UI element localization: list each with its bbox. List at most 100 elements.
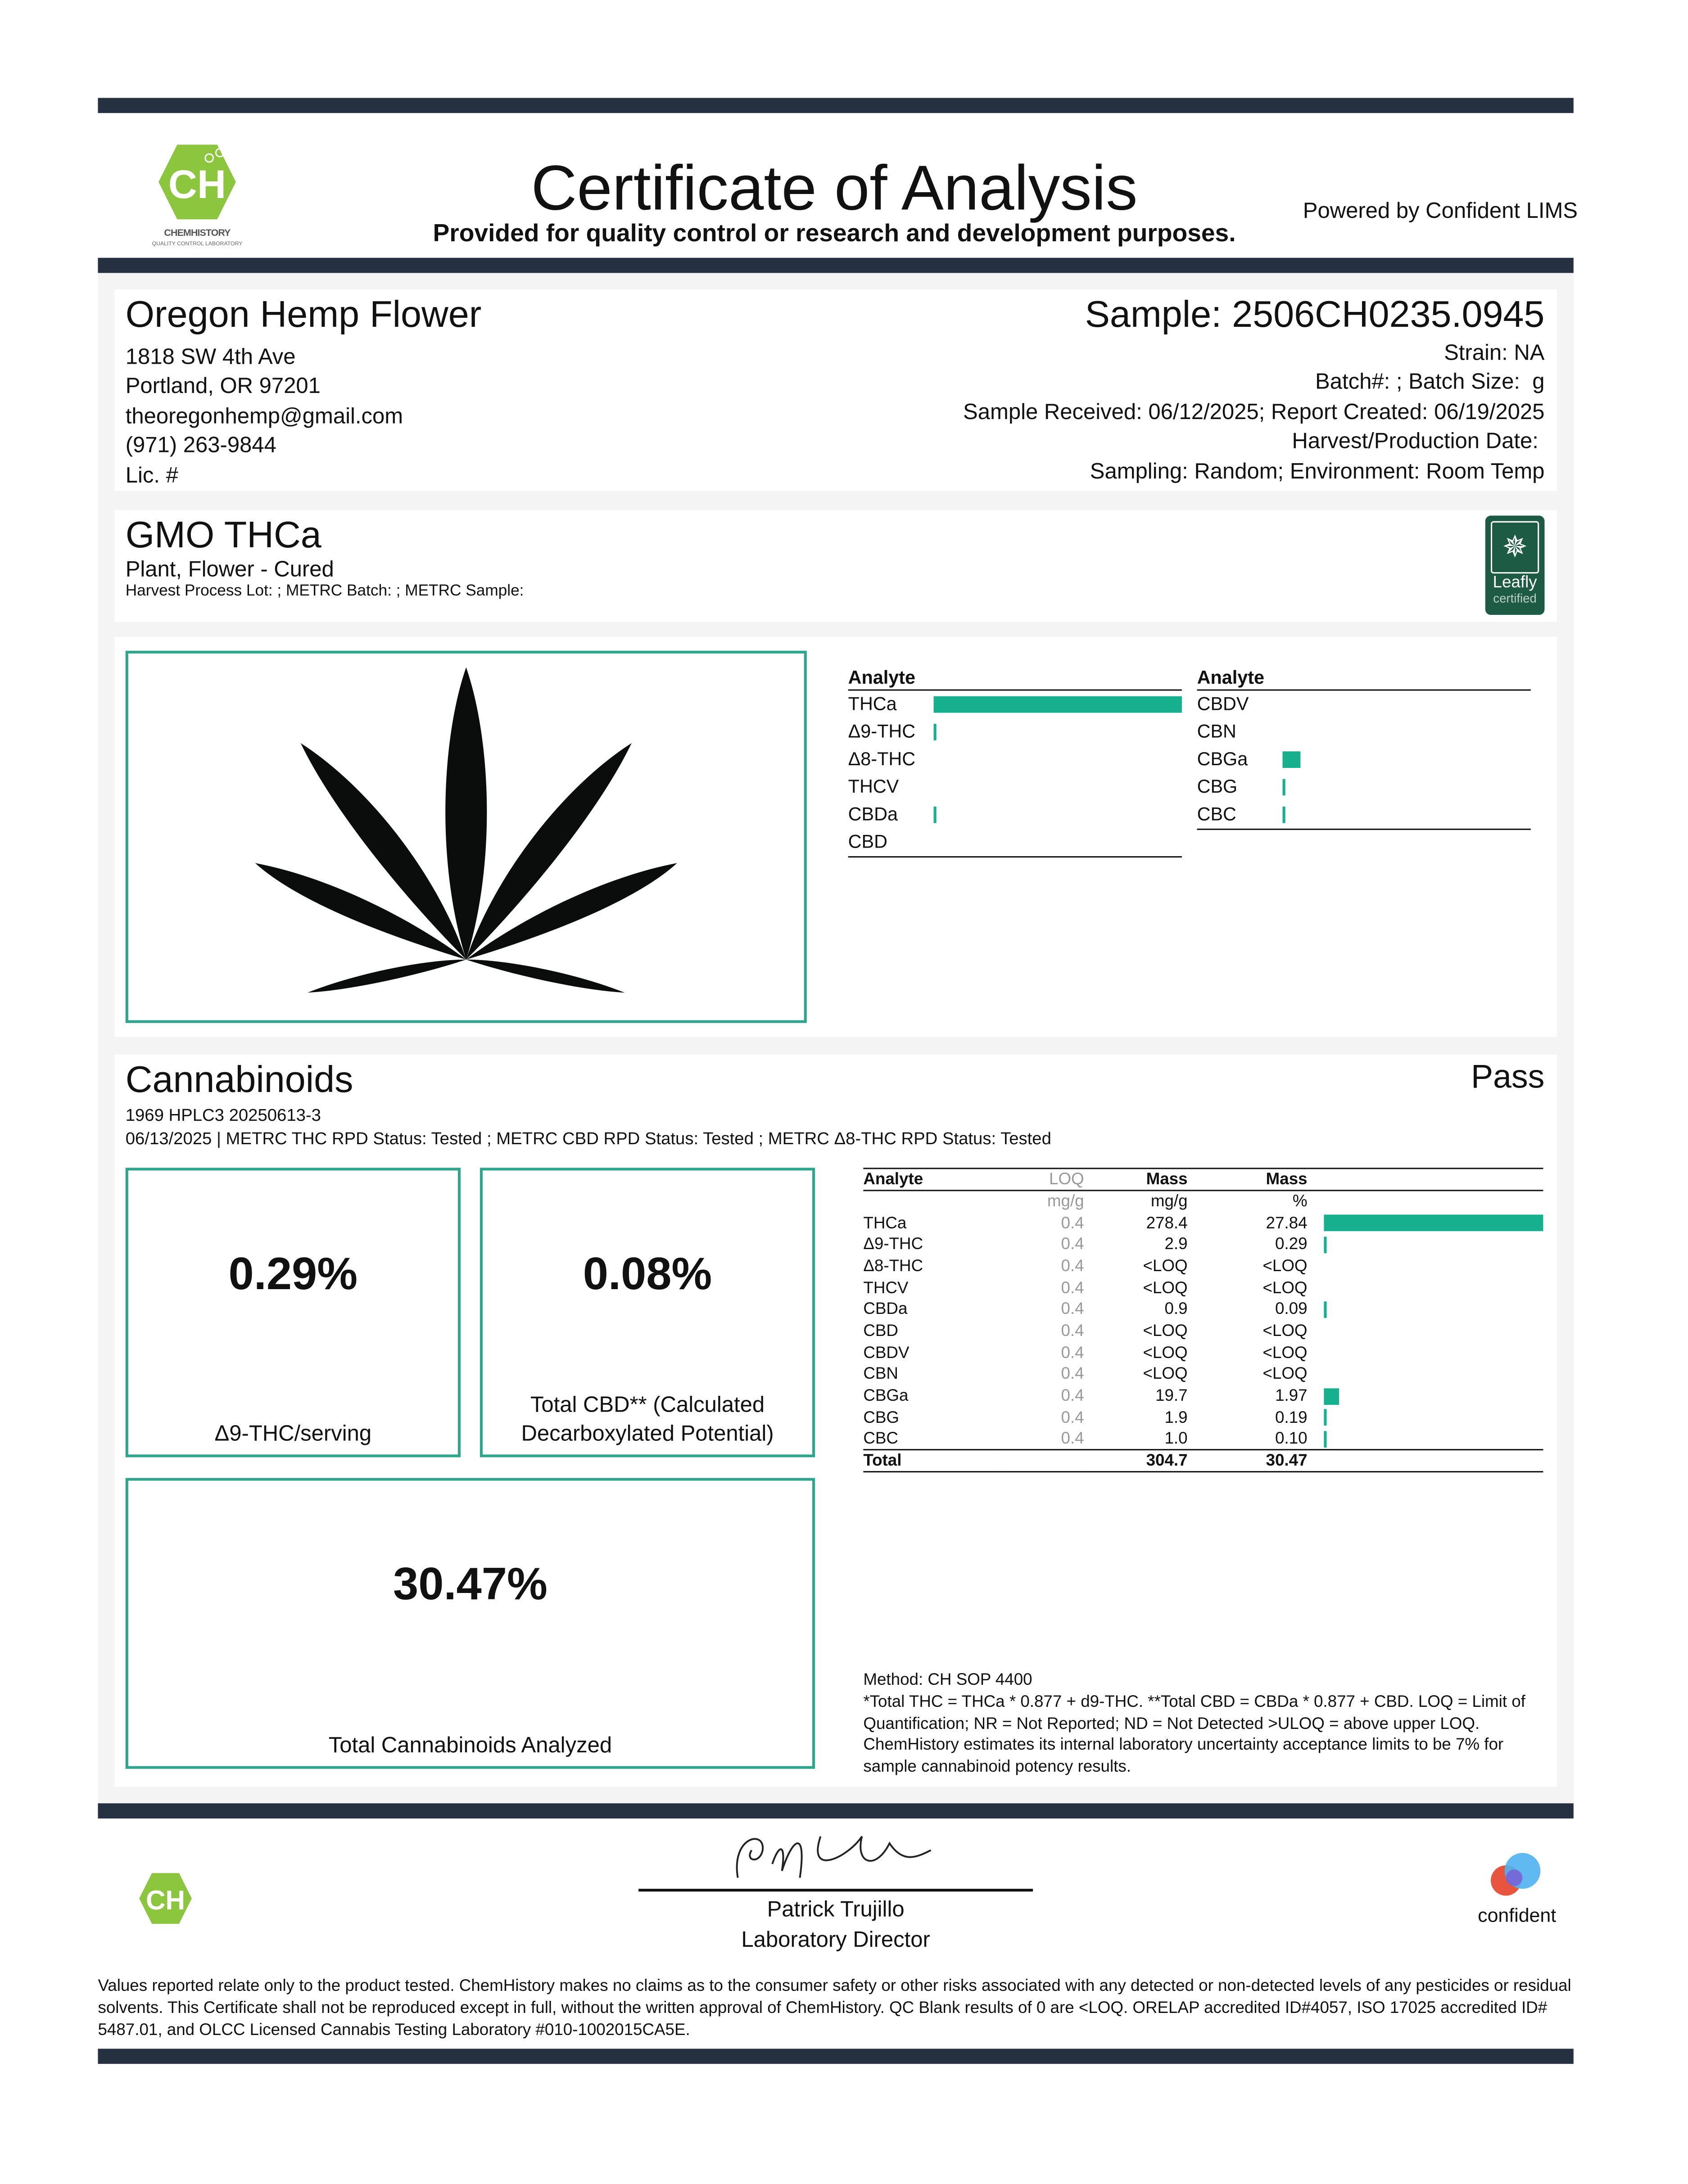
- bar-cell: [1308, 1385, 1543, 1407]
- table-row: CBDV 0.4 <LOQ <LOQ: [863, 1342, 1543, 1363]
- product-name: GMO THCa: [125, 514, 321, 556]
- result-bar: [1324, 1387, 1340, 1404]
- mass-mg-cell: Mass: [1084, 1168, 1188, 1191]
- client-license: Lic. #: [125, 464, 178, 488]
- sample-harvest: Harvest/Production Date:: [1292, 430, 1545, 454]
- sample-details: Strain: NA Batch#: ; Batch Size: g Sampl…: [963, 339, 1544, 487]
- mass-pct-cell: <LOQ: [1263, 1256, 1308, 1275]
- analyte-cell: CBG: [863, 1407, 900, 1427]
- summary-row: CBDV: [1197, 691, 1531, 718]
- mass-mg-cell: <LOQ: [1143, 1342, 1188, 1362]
- table-row: CBN 0.4 <LOQ <LOQ: [863, 1363, 1543, 1385]
- summary-row: Δ9-THC: [848, 718, 1182, 746]
- summary-bar: [933, 806, 937, 823]
- loq-cell: 0.4: [1061, 1277, 1084, 1297]
- mass-pct-cell: <LOQ: [1263, 1277, 1308, 1297]
- analyte-cell: Analyte: [863, 1168, 1000, 1191]
- mass-pct-cell: <LOQ: [1263, 1342, 1308, 1362]
- mass-pct-cell: <LOQ: [1263, 1364, 1308, 1384]
- result-bar: [1324, 1430, 1327, 1447]
- analyte-cell: THCV: [863, 1277, 909, 1297]
- analyte-cell: CBD: [863, 1321, 899, 1340]
- table-row: CBDa 0.4 0.9 0.09: [863, 1299, 1543, 1320]
- analyte-cell: Δ9-THC: [863, 1234, 923, 1254]
- bottom-bar: [98, 2049, 1574, 2064]
- logo-text: CHEMHISTORY: [164, 229, 231, 239]
- client-details: 1818 SW 4th Ave Portland, OR 97201 theor…: [126, 343, 403, 491]
- table-row: CBC 0.4 1.0 0.10: [863, 1428, 1543, 1450]
- analyte-name: CBD: [848, 831, 888, 852]
- leafly-certified-text: certified: [1493, 591, 1537, 605]
- mass-mg-cell: 1.9: [1164, 1407, 1188, 1427]
- mass-mg-cell: <LOQ: [1143, 1256, 1188, 1275]
- chemhistory-logo: CH CHEMHISTORY QUALITY CONTROL LABORATOR…: [149, 142, 245, 247]
- method: Method: CH SOP 4400: [863, 1670, 1032, 1689]
- mass-pct-cell: 0.19: [1275, 1407, 1308, 1427]
- analyte-cell: CBDa: [863, 1299, 908, 1318]
- mass-pct-cell: <LOQ: [1263, 1321, 1308, 1340]
- bar-cell: [1308, 1299, 1543, 1320]
- analyte-cell: CBGa: [863, 1385, 909, 1405]
- analyte-name: CBC: [1197, 803, 1236, 825]
- total-cannabinoids-box: 30.47% Total Cannabinoids Analyzed: [125, 1478, 815, 1769]
- mass-mg-cell: 0.9: [1164, 1299, 1188, 1318]
- mass-pct-cell: 30.47: [1187, 1449, 1308, 1473]
- confident-logo: confident: [1462, 1850, 1572, 1926]
- thc-value: 0.29%: [228, 1247, 358, 1299]
- sample-strain: Strain: NA: [1444, 342, 1545, 366]
- summary-row: CBN: [1197, 718, 1531, 746]
- section-title: Cannabinoids: [125, 1059, 353, 1101]
- table-row: THCV 0.4 <LOQ <LOQ: [863, 1277, 1543, 1299]
- mass-pct-cell: %: [1292, 1191, 1308, 1211]
- mass-mg-cell: 19.7: [1155, 1385, 1188, 1405]
- result-bar: [1324, 1236, 1327, 1253]
- bar-cell: [1308, 1320, 1543, 1342]
- result-bar: [1324, 1409, 1327, 1426]
- mass-pct-cell: 0.10: [1275, 1428, 1308, 1448]
- summary-bar: [933, 724, 937, 740]
- analyte-name: Δ9-THC: [848, 721, 916, 742]
- bar-cell: [1308, 1277, 1543, 1299]
- table-header: Analyte LOQ Mass Mass: [863, 1168, 1543, 1191]
- table-total-row: Total 304.7 30.47: [863, 1449, 1543, 1473]
- footer-bar: [98, 1803, 1574, 1818]
- analyte-cell: THCa: [863, 1212, 907, 1232]
- bar-cell: [1307, 1168, 1543, 1191]
- product-type: Plant, Flower - Cured: [125, 558, 334, 582]
- loq-cell: 0.4: [1061, 1342, 1084, 1362]
- analyte-name: THCa: [848, 693, 897, 714]
- leafly-icon: ✵: [1490, 521, 1539, 574]
- bar-cell: [1308, 1212, 1543, 1234]
- summary-left-table: Analyte THCa Δ9-THC Δ8-THC THCV CBDa CBD: [848, 667, 1182, 858]
- product-metrc: Harvest Process Lot: ; METRC Batch: ; ME…: [125, 583, 524, 600]
- loq-cell: 0.4: [1061, 1407, 1084, 1427]
- product-card: GMO THCa Plant, Flower - Cured Harvest P…: [114, 510, 1557, 622]
- summary-row: CBGa: [1197, 746, 1531, 773]
- bar-cell: [1308, 1255, 1543, 1277]
- loq-cell: 0.4: [1061, 1364, 1084, 1384]
- top-bar: [98, 98, 1574, 113]
- client-card: Oregon Hemp Flower 1818 SW 4th Ave Portl…: [114, 289, 1557, 491]
- client-name: Oregon Hemp Flower: [125, 293, 482, 335]
- bar-cell: [1308, 1363, 1543, 1385]
- summary-bar: [1282, 751, 1300, 768]
- result-bar: [1324, 1214, 1543, 1232]
- bar-cell: [1308, 1342, 1543, 1363]
- mass-mg-cell: 304.7: [1084, 1449, 1188, 1473]
- svg-text:CH: CH: [168, 162, 226, 207]
- summary-row: CBDa: [848, 801, 1182, 829]
- mass-pct-cell: 0.09: [1275, 1299, 1308, 1318]
- analyte-cell: [863, 1191, 1000, 1212]
- mass-mg-cell: 1.0: [1164, 1428, 1188, 1448]
- disclaimer: Values reported relate only to the produ…: [98, 1976, 1571, 2039]
- summary-right-table: Analyte CBDV CBN CBGa CBG CBC: [1197, 667, 1531, 830]
- bar-cell: [1308, 1191, 1543, 1212]
- logo-tagline: QUALITY CONTROL LABORATORY: [152, 239, 243, 247]
- table-row: THCa 0.4 278.4 27.84: [863, 1212, 1543, 1234]
- thc-serving-box: 0.29% Δ9-THC/serving: [125, 1168, 461, 1458]
- cannabinoids-card: Cannabinoids Pass 1969 HPLC3 20250613-3 …: [114, 1055, 1557, 1787]
- loq-cell: 0.4: [1061, 1212, 1084, 1232]
- product-image: [125, 650, 807, 1023]
- signer-title: Laboratory Director: [741, 1928, 930, 1953]
- total-cbd-box: 0.08% Total CBD** (Calculated Decarboxyl…: [480, 1168, 815, 1458]
